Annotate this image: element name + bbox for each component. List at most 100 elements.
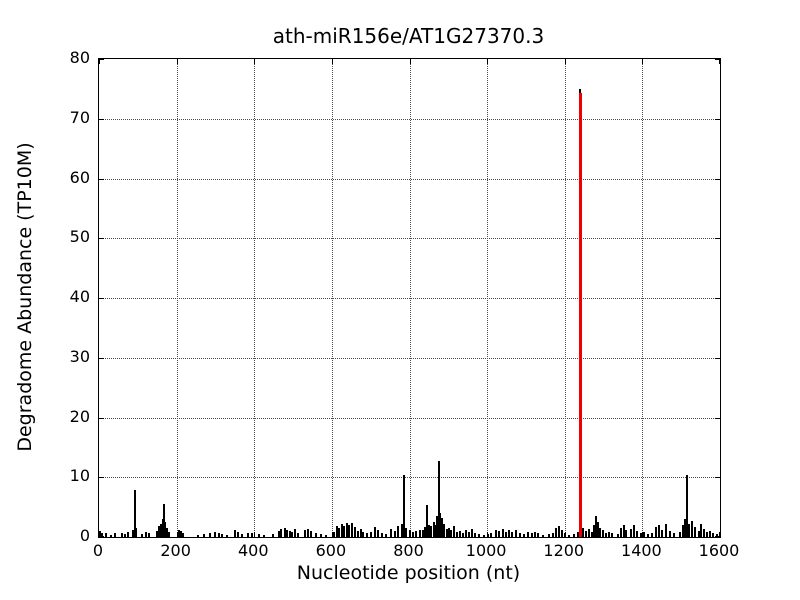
- degradome-abundance-bar: [165, 528, 168, 537]
- degradome-abundance-bar: [708, 531, 711, 537]
- degradome-abundance-bar: [415, 531, 418, 537]
- degradome-abundance-bar: [715, 534, 718, 537]
- horizontal-gridline: [99, 357, 720, 359]
- degradome-abundance-bar: [277, 531, 280, 537]
- degradome-abundance-bar: [101, 533, 104, 537]
- degradome-abundance-bar: [233, 529, 236, 537]
- degradome-abundance-bar: [548, 534, 551, 537]
- degradome-abundance-bar: [134, 490, 137, 537]
- degradome-abundance-bar: [611, 532, 614, 537]
- degradome-abundance-bar: [590, 532, 593, 537]
- degradome-abundance-bar: [319, 534, 322, 537]
- degradome-abundance-bar: [616, 534, 619, 537]
- degradome-abundance-bar: [377, 529, 380, 537]
- degradome-abundance-bar: [678, 532, 681, 537]
- degradome-abundance-bar: [343, 525, 346, 537]
- degradome-abundance-bar: [498, 531, 501, 537]
- degradome-abundance-bar: [217, 532, 220, 537]
- y-tick-mark: [99, 357, 104, 359]
- x-tick-mark: [409, 532, 411, 537]
- degradome-abundance-bar: [160, 523, 163, 537]
- degradome-abundance-bar: [576, 532, 579, 537]
- degradome-abundance-bar: [658, 525, 661, 537]
- degradome-abundance-bar: [523, 534, 526, 537]
- y-tick-mark: [99, 59, 104, 60]
- degradome-abundance-bar: [359, 528, 362, 537]
- degradome-abundance-bar: [639, 533, 642, 537]
- degradome-abundance-bar: [642, 532, 645, 537]
- y-tick-label: 0: [79, 526, 90, 545]
- degradome-abundance-bar: [462, 533, 465, 537]
- degradome-abundance-bar: [335, 526, 338, 537]
- horizontal-gridline: [99, 238, 720, 240]
- degradome-abundance-bar: [597, 522, 600, 537]
- y-tick-mark: [99, 238, 104, 240]
- degradome-abundance-bar: [582, 528, 585, 537]
- y-tick-mark-right: [715, 178, 720, 180]
- degradome-abundance-bar: [490, 533, 493, 537]
- degradome-abundance-bar: [164, 522, 167, 537]
- degradome-abundance-bar: [324, 534, 327, 537]
- degradome-abundance-bar: [348, 525, 351, 537]
- degradome-abundance-bar: [593, 525, 596, 537]
- y-tick-mark-right: [715, 357, 720, 359]
- y-tick-mark: [99, 536, 104, 537]
- degradome-abundance-bar: [283, 528, 286, 537]
- degradome-abundance-bar: [560, 529, 563, 537]
- degradome-abundance-bar: [127, 532, 130, 537]
- degradome-abundance-bar: [182, 533, 185, 537]
- degradome-abundance-bar: [511, 532, 514, 537]
- x-tick-mark-top: [254, 59, 256, 64]
- degradome-abundance-bar: [686, 474, 688, 537]
- degradome-abundance-bar: [527, 532, 530, 537]
- degradome-abundance-bar: [455, 532, 458, 537]
- degradome-abundance-bar: [303, 529, 306, 537]
- degradome-abundance-bar: [655, 527, 658, 537]
- degradome-abundance-bar: [366, 533, 369, 537]
- y-tick-mark-right: [715, 238, 720, 240]
- degradome-abundance-bar: [688, 523, 691, 537]
- x-tick-mark-top: [176, 59, 178, 64]
- degradome-abundance-bar: [705, 532, 708, 537]
- degradome-abundance-bar: [608, 531, 611, 537]
- degradome-abundance-bar: [622, 525, 625, 537]
- x-tick-mark-top: [409, 59, 411, 64]
- degradome-abundance-bar: [467, 531, 470, 537]
- x-tick-mark-top: [487, 59, 489, 64]
- degradome-abundance-bar: [214, 531, 217, 537]
- y-tick-mark-right: [715, 417, 720, 419]
- degradome-abundance-bar: [400, 523, 403, 537]
- degradome-abundance-bar: [585, 531, 588, 537]
- y-tick-label: 60: [69, 167, 90, 187]
- degradome-abundance-bar: [168, 532, 171, 537]
- x-tick-mark: [254, 532, 256, 537]
- degradome-abundance-bar: [271, 534, 274, 537]
- y-tick-mark-right: [715, 477, 720, 479]
- x-tick-mark-top: [564, 59, 566, 64]
- degradome-abundance-bar: [208, 533, 211, 537]
- degradome-abundance-bar: [470, 529, 473, 537]
- degradome-abundance-bar: [458, 531, 461, 537]
- y-tick-mark: [99, 178, 104, 180]
- x-tick-label: 400: [237, 541, 269, 560]
- y-tick-label: 20: [69, 406, 90, 426]
- x-tick-mark: [176, 532, 178, 537]
- degradome-abundance-bar: [161, 519, 164, 537]
- y-tick-mark-right: [715, 59, 720, 60]
- mirna-cleavage-site-bar: [578, 93, 582, 537]
- degradome-abundance-bar: [534, 532, 537, 537]
- degradome-abundance-bar: [661, 529, 664, 537]
- degradome-abundance-bar: [220, 534, 223, 537]
- x-tick-label: 600: [315, 541, 347, 560]
- degradome-abundance-bar: [389, 529, 392, 537]
- degradome-abundance-bar: [240, 534, 243, 537]
- degradome-abundance-bar: [504, 531, 507, 537]
- degradome-abundance-bar: [436, 516, 439, 537]
- x-tick-mark-top: [331, 59, 333, 64]
- y-tick-label: 70: [69, 107, 90, 127]
- degradome-abundance-bar: [202, 534, 205, 537]
- degradome-abundance-bar: [537, 533, 540, 537]
- degradome-abundance-bar: [599, 528, 602, 537]
- degradome-abundance-bar: [280, 529, 283, 537]
